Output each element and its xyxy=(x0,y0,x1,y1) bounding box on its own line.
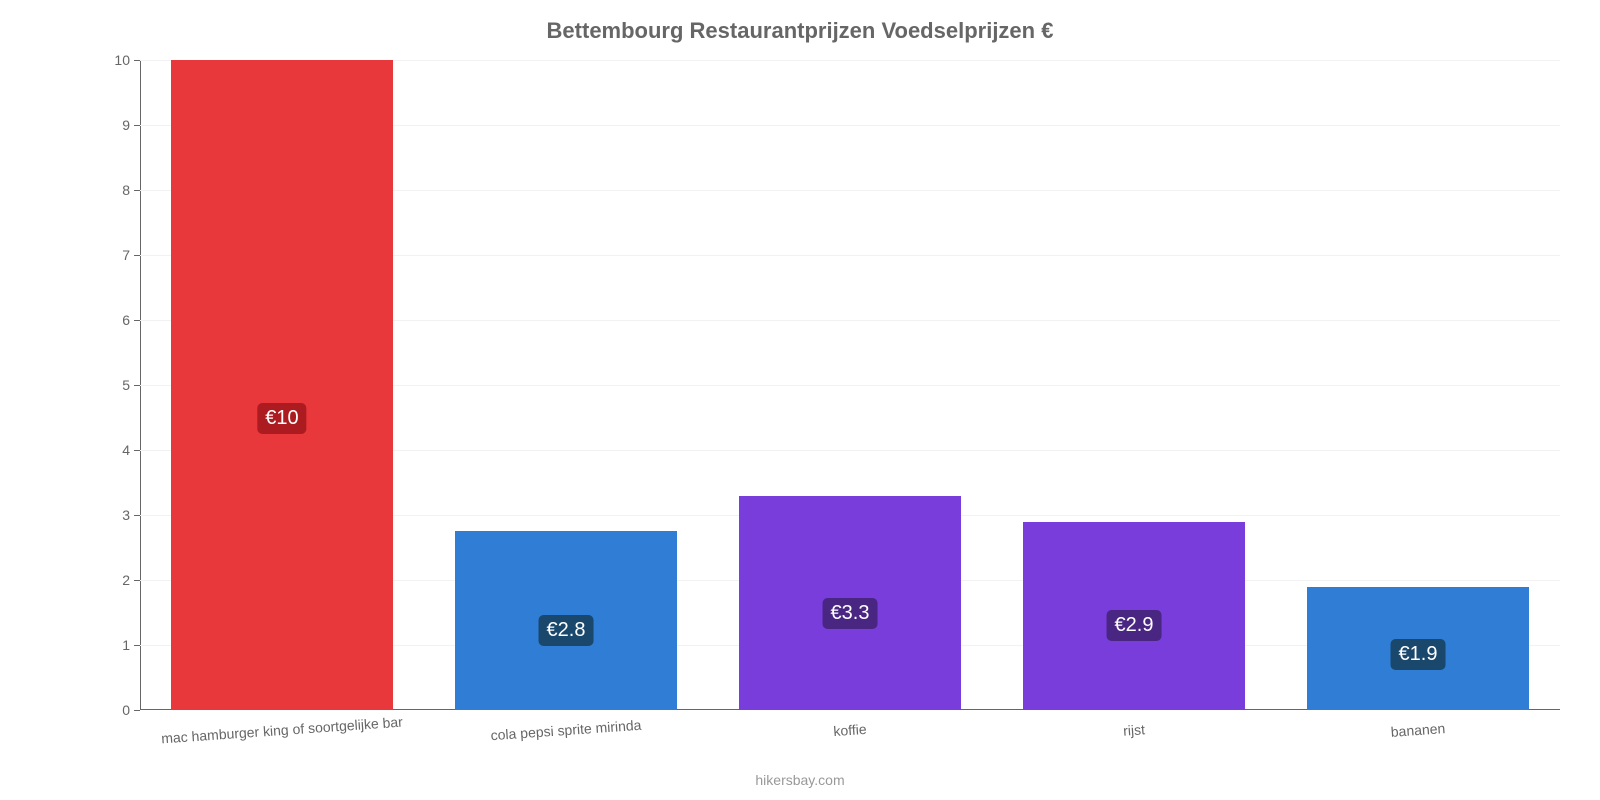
x-tick-label: koffie xyxy=(833,721,867,739)
y-tick-label: 0 xyxy=(100,702,130,718)
y-tick-mark xyxy=(134,645,140,646)
y-tick-label: 8 xyxy=(100,182,130,198)
y-tick-label: 9 xyxy=(100,117,130,133)
y-tick-label: 1 xyxy=(100,637,130,653)
y-tick-label: 4 xyxy=(100,442,130,458)
y-tick-mark xyxy=(134,450,140,451)
bar-group: €10 xyxy=(171,60,393,710)
y-tick-mark xyxy=(134,190,140,191)
bar-group: €3.3 xyxy=(739,60,961,710)
bar-data-label: €10 xyxy=(257,403,306,434)
y-tick-label: 2 xyxy=(100,572,130,588)
y-tick-mark xyxy=(134,255,140,256)
y-tick-label: 7 xyxy=(100,247,130,263)
x-tick-label: rijst xyxy=(1123,721,1146,738)
y-tick-mark xyxy=(134,710,140,711)
y-tick-label: 3 xyxy=(100,507,130,523)
bar-data-label: €1.9 xyxy=(1391,639,1446,670)
y-tick-label: 5 xyxy=(100,377,130,393)
bar-group: €2.8 xyxy=(455,60,677,710)
chart-container: Bettembourg Restaurantprijzen Voedselpri… xyxy=(0,0,1600,800)
plot-area: 012345678910€10mac hamburger king of soo… xyxy=(140,60,1560,710)
bar-data-label: €3.3 xyxy=(823,598,878,629)
bar-data-label: €2.9 xyxy=(1107,610,1162,641)
y-tick-label: 10 xyxy=(100,52,130,68)
y-tick-mark xyxy=(134,385,140,386)
y-tick-mark xyxy=(134,320,140,321)
bar xyxy=(171,60,393,710)
x-tick-label: cola pepsi sprite mirinda xyxy=(490,717,642,743)
y-tick-mark xyxy=(134,125,140,126)
bar-data-label: €2.8 xyxy=(539,615,594,646)
x-tick-label: mac hamburger king of soortgelijke bar xyxy=(161,714,404,747)
y-tick-mark xyxy=(134,60,140,61)
chart-title: Bettembourg Restaurantprijzen Voedselpri… xyxy=(547,18,1054,44)
y-tick-label: 6 xyxy=(100,312,130,328)
y-tick-mark xyxy=(134,515,140,516)
y-tick-mark xyxy=(134,580,140,581)
chart-attribution: hikersbay.com xyxy=(755,772,844,788)
x-tick-label: bananen xyxy=(1390,720,1445,740)
bar-group: €2.9 xyxy=(1023,60,1245,710)
bar-group: €1.9 xyxy=(1307,60,1529,710)
